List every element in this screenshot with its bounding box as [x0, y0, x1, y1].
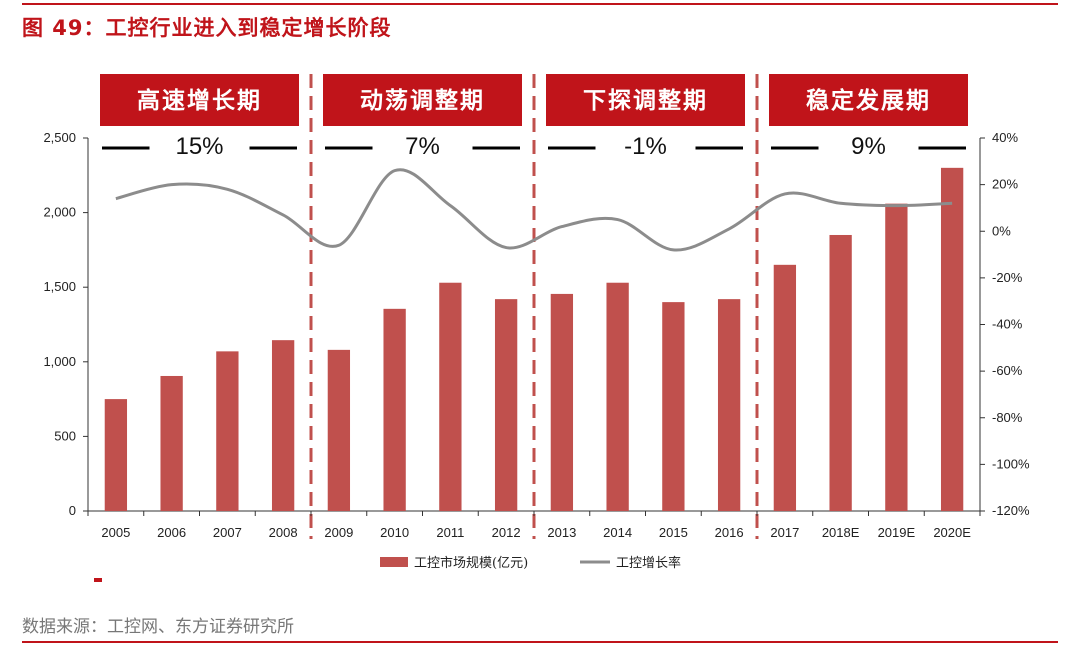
bar-2007	[216, 351, 239, 511]
y-right-tick-label: -120%	[992, 503, 1030, 518]
y-left-tick-label: 1,000	[43, 354, 76, 369]
top-rule	[22, 3, 1058, 5]
bar-2008	[271, 340, 295, 511]
source-note: 数据来源：工控网、东方证券研究所	[22, 617, 294, 637]
x-tick-label: 2011	[436, 525, 464, 540]
bottom-rule	[22, 641, 1058, 643]
bar-2009	[327, 349, 351, 511]
bar-2015	[662, 302, 685, 511]
bar-2010	[383, 308, 406, 511]
bar-2016	[717, 299, 741, 511]
legend-line-label: 工控增长率	[616, 555, 681, 571]
phase-box-4	[769, 74, 968, 126]
x-tick-label: 2006	[157, 525, 186, 540]
x-tick-label: 2017	[770, 525, 799, 540]
corner-mark	[94, 578, 102, 582]
x-tick-label: 2014	[603, 525, 632, 540]
x-tick-label: 2018E	[822, 525, 860, 540]
legend-bar-swatch	[380, 557, 408, 567]
x-tick-label: 2009	[324, 525, 353, 540]
x-tick-label: 2013	[547, 525, 576, 540]
phase-box-1	[100, 74, 299, 126]
y-right-tick-label: 20%	[992, 177, 1018, 192]
phase-rate-1: 15%	[175, 133, 223, 160]
figure-title: 图 49：工控行业进入到稳定增长阶段	[22, 16, 392, 40]
bar-2018E	[829, 234, 852, 512]
y-left-tick-label: 2,000	[43, 205, 76, 220]
y-right-tick-label: -80%	[992, 410, 1023, 425]
legend-bar-label: 工控市场规模(亿元)	[414, 555, 528, 571]
phase-label-2: 动荡调整期	[360, 87, 485, 114]
bar-2006	[160, 375, 183, 511]
bar-2019E	[885, 203, 908, 511]
y-left-tick-label: 0	[69, 503, 76, 518]
phase-box-2	[323, 74, 522, 126]
y-right-tick-label: 0%	[992, 223, 1011, 238]
phase-rate-3: -1%	[624, 133, 667, 160]
bar-2020E	[940, 167, 964, 511]
growth-rate-line	[115, 168, 953, 252]
x-tick-label: 2016	[715, 525, 744, 540]
y-right-tick-label: 40%	[992, 130, 1018, 145]
bar-2011	[439, 282, 462, 511]
bar-2014	[606, 282, 629, 511]
y-right-tick-label: -20%	[992, 270, 1023, 285]
x-tick-label: 2007	[213, 525, 242, 540]
phase-rate-4: 9%	[851, 133, 886, 160]
phase-label-3: 下探调整期	[583, 87, 708, 114]
x-tick-label: 2015	[659, 525, 688, 540]
bar-2012	[494, 299, 518, 511]
y-right-tick-label: -60%	[992, 363, 1023, 378]
y-right-tick-label: -40%	[992, 317, 1023, 332]
x-tick-label: 2005	[101, 525, 130, 540]
bar-2005	[104, 399, 128, 511]
phase-label-1: 高速增长期	[137, 87, 262, 114]
y-left-tick-label: 2,500	[43, 130, 76, 145]
phase-rate-2: 7%	[405, 133, 440, 160]
y-left-tick-label: 1,500	[43, 279, 76, 294]
x-tick-label: 2019E	[878, 525, 916, 540]
x-tick-label: 2010	[380, 525, 409, 540]
y-left-tick-label: 500	[54, 428, 76, 443]
x-tick-label: 2012	[492, 525, 521, 540]
phase-box-3	[546, 74, 745, 126]
bar-2017	[773, 264, 797, 511]
phase-label-4: 稳定发展期	[806, 87, 931, 114]
chart: 高速增长期 15% 动荡调整期 7% 下探调整期 -1% 稳定发展期 9% 0 500 1,000…	[43, 74, 1030, 571]
bar-2013	[550, 293, 574, 511]
y-right-tick-label: -100%	[992, 456, 1030, 471]
x-tick-label: 2020E	[933, 525, 971, 540]
x-tick-label: 2008	[269, 525, 298, 540]
